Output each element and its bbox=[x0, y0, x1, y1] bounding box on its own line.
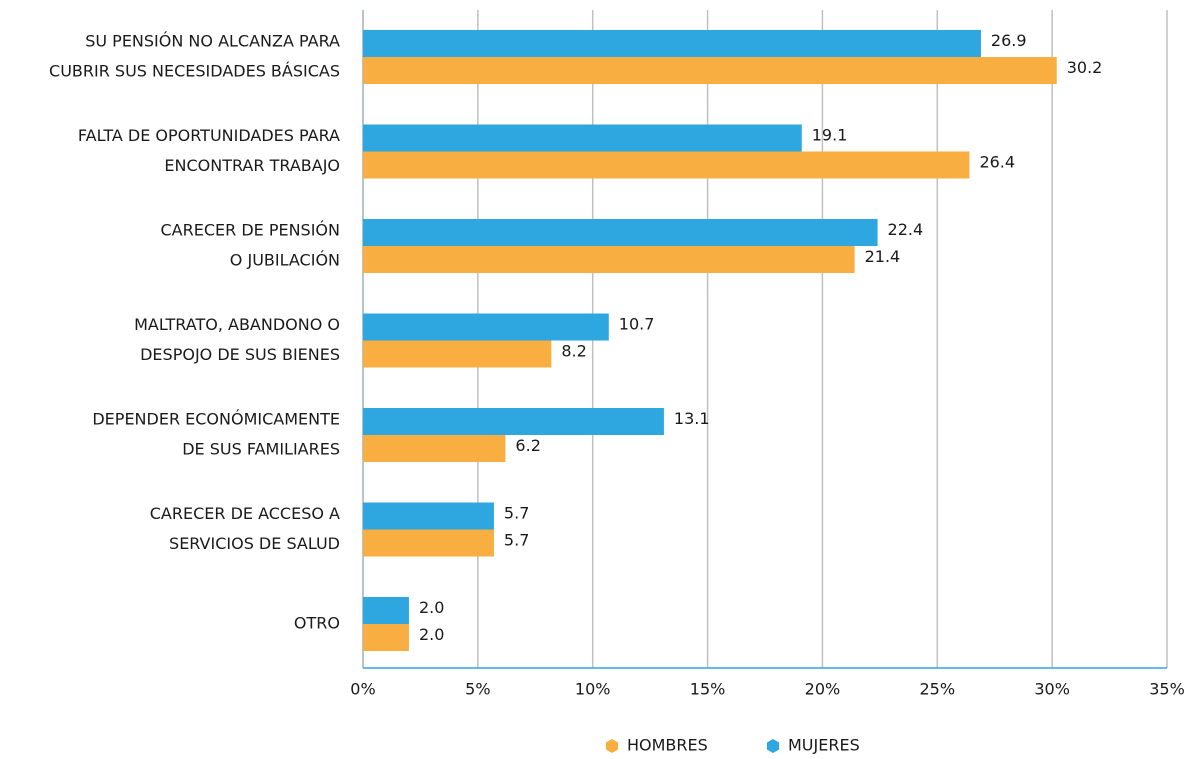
bar bbox=[363, 529, 494, 557]
bar bbox=[363, 597, 409, 624]
category-label: O JUBILACIÓN bbox=[230, 251, 340, 270]
category-label: SU PENSIÓN NO ALCANZA PARA bbox=[85, 32, 340, 51]
bar bbox=[363, 246, 855, 273]
category-label: MALTRATO, ABANDONO O bbox=[134, 315, 340, 334]
category-label: ENCONTRAR TRABAJO bbox=[164, 156, 340, 175]
x-tick-label: 20% bbox=[805, 680, 841, 699]
data-label: 26.9 bbox=[991, 31, 1027, 50]
x-tick-label: 35% bbox=[1149, 680, 1185, 699]
x-tick-label: 15% bbox=[690, 680, 726, 699]
legend-marker bbox=[605, 739, 619, 753]
data-label: 10.7 bbox=[619, 315, 655, 334]
data-label: 2.0 bbox=[419, 625, 444, 644]
bar bbox=[363, 624, 409, 651]
data-label: 13.1 bbox=[674, 409, 710, 428]
data-label: 2.0 bbox=[419, 598, 444, 617]
x-tick-label: 10% bbox=[575, 680, 611, 699]
category-label: DESPOJO DE SUS BIENES bbox=[140, 345, 340, 364]
x-tick-label: 30% bbox=[1034, 680, 1070, 699]
data-label: 26.4 bbox=[979, 153, 1015, 172]
legend-label: MUJERES bbox=[788, 736, 860, 755]
bar bbox=[363, 313, 609, 341]
data-label: 5.7 bbox=[504, 531, 529, 550]
bar bbox=[363, 30, 981, 57]
category-label: FALTA DE OPORTUNIDADES PARA bbox=[78, 126, 340, 145]
data-label: 8.2 bbox=[561, 342, 586, 361]
x-tick-label: 0% bbox=[350, 680, 375, 699]
legend-label: HOMBRES bbox=[627, 736, 708, 755]
data-label: 21.4 bbox=[865, 247, 901, 266]
x-tick-label: 5% bbox=[465, 680, 490, 699]
category-label: CUBRIR SUS NECESIDADES BÁSICAS bbox=[49, 62, 340, 81]
bar bbox=[363, 435, 506, 462]
category-label: CARECER DE PENSIÓN bbox=[160, 221, 340, 240]
bar bbox=[363, 408, 664, 435]
data-label: 19.1 bbox=[812, 126, 848, 145]
bar bbox=[363, 340, 552, 368]
x-tick-label: 25% bbox=[920, 680, 956, 699]
bar bbox=[363, 219, 878, 246]
data-label: 6.2 bbox=[515, 436, 540, 455]
category-label: SERVICIOS DE SALUD bbox=[169, 534, 340, 553]
data-label: 22.4 bbox=[888, 220, 924, 239]
legend-marker bbox=[766, 739, 780, 753]
bar bbox=[363, 124, 802, 152]
bar bbox=[363, 57, 1057, 84]
category-label: CARECER DE ACCESO A bbox=[150, 504, 340, 523]
category-label: DEPENDER ECONÓMICAMENTE bbox=[92, 410, 340, 429]
bar bbox=[363, 151, 970, 179]
bar bbox=[363, 502, 494, 530]
data-label: 5.7 bbox=[504, 504, 529, 523]
category-label: OTRO bbox=[294, 614, 340, 633]
category-label: DE SUS FAMILIARES bbox=[182, 440, 340, 459]
data-label: 30.2 bbox=[1067, 58, 1103, 77]
